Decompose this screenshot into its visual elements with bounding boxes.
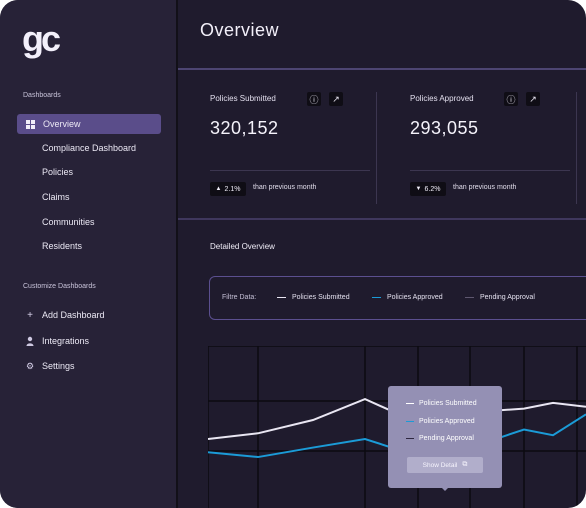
sidebar-item-label: Residents [42,241,83,251]
filter-label: Filtre Data: [222,294,257,301]
trend-text: than previous month [253,184,317,191]
legend-item-policies-approved[interactable]: Policies Approved [372,294,443,301]
legend-label: Policies Submitted [292,294,350,301]
sidebar-item-claims[interactable]: Claims [17,187,161,207]
legend-swatch [372,296,381,299]
header-divider [178,68,586,70]
sidebar-item-label: Policies [42,167,74,177]
grid-icon [25,119,35,129]
info-icon[interactable]: ⓘ [307,92,321,106]
dashboards-section-title: Dashboards [23,92,61,99]
customize-section-title: Customize Dashboards [23,283,96,290]
sidebar-item-overview[interactable]: Overview [17,114,161,134]
tooltip-label: Pending Approval [419,435,474,442]
sidebar-item-label: Compliance Dashboard [42,143,137,153]
expand-arrow-icon[interactable]: ↗ [526,92,540,106]
tooltip-row: Pending Approval [406,435,474,442]
main-content: Overview Policies Submitted ⓘ ↗ 320,152 … [178,0,586,508]
stat-value: 293,055 [410,118,479,138]
tooltip-pointer [441,487,449,491]
legend-swatch [277,296,286,299]
gear-icon: ⚙ [25,360,35,371]
sidebar-divider [176,0,178,508]
trend-badge: ▲ 2.1% [210,182,246,196]
external-link-icon: ⧉ [462,461,468,468]
stat-card-policies-submitted: Policies Submitted ⓘ ↗ 320,152 ▲ 2.1% th… [210,90,380,210]
trend-down-icon: ▼ [415,186,422,192]
trend-value: 6.2% [424,185,441,193]
tooltip-swatch [406,420,414,423]
user-icon [25,336,35,346]
tooltip-swatch [406,402,414,405]
sidebar-item-residents[interactable]: Residents [17,236,161,256]
show-detail-button[interactable]: Show Detail ⧉ [407,457,483,473]
sidebar-item-policies[interactable]: Policies [17,162,161,182]
show-detail-label: Show Detail [422,461,458,469]
stat-divider [410,170,570,171]
trend-badge: ▼ 6.2% [410,182,446,196]
trend-text: than previous month [453,184,517,191]
tooltip-label: Policies Approved [419,418,475,425]
info-icon[interactable]: ⓘ [504,92,518,106]
sidebar-item-label: Integrations [42,336,90,346]
sidebar-item-label: Claims [42,192,70,202]
page-title: Overview [200,20,280,40]
stat-card-separator [576,92,577,204]
sidebar-item-integrations[interactable]: Integrations [17,331,161,351]
brand-logo: gc [22,18,61,59]
chart-tooltip: Policies Submitted Policies Approved Pen… [388,386,502,491]
legend-label: Policies Approved [387,294,443,301]
tooltip-row: Policies Submitted [406,400,477,407]
sidebar-item-label: Settings [42,361,75,371]
filter-bar: Filtre Data: Policies Submitted Policies… [209,276,586,320]
stat-card-policies-approved: Policies Approved ⓘ ↗ 293,055 ▼ 6.2% tha… [410,90,580,210]
stat-label: Policies Approved [410,94,474,103]
sidebar-item-communities[interactable]: Communities [17,212,161,232]
sidebar-item-label: Communities [42,217,95,227]
legend-item-pending-approval[interactable]: Pending Approval [465,294,535,301]
stat-divider [210,170,370,171]
plus-icon: + [27,309,33,321]
detailed-overview-title: Detailed Overview [210,242,275,251]
stat-value: 320,152 [210,118,279,138]
trend-up-icon: ▲ [215,186,222,192]
stat-card-separator [376,92,377,204]
sidebar-item-settings[interactable]: ⚙ Settings [17,356,161,376]
sidebar-item-compliance-dashboard[interactable]: Compliance Dashboard [17,138,161,158]
sidebar-item-label: Add Dashboard [42,310,105,320]
section-divider [178,218,586,220]
legend-item-policies-submitted[interactable]: Policies Submitted [277,294,350,301]
tooltip-row: Policies Approved [406,418,475,425]
sidebar-item-add-dashboard[interactable]: + Add Dashboard [17,305,161,325]
tooltip-label: Policies Submitted [419,400,477,407]
trend-value: 2.1% [224,185,241,193]
tooltip-swatch [406,437,414,440]
sidebar: gc Dashboards Overview Compliance Dashbo… [0,0,176,508]
legend-label: Pending Approval [480,294,535,301]
legend-swatch [465,296,474,299]
sidebar-item-label: Overview [43,119,81,129]
expand-arrow-icon[interactable]: ↗ [329,92,343,106]
stat-label: Policies Submitted [210,94,276,103]
